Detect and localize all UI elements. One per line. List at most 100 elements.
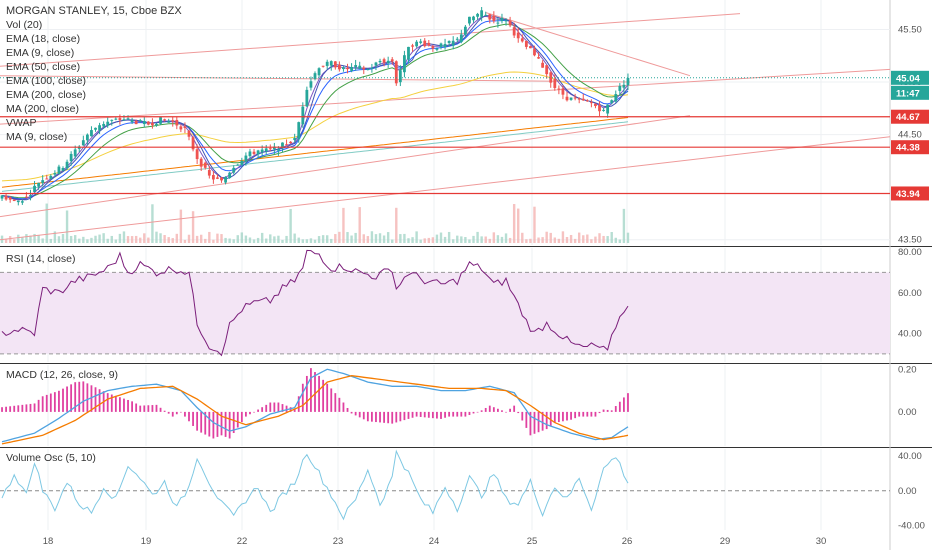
candle-body[interactable]: [281, 142, 284, 149]
candle-body[interactable]: [403, 55, 406, 73]
ma-200-line[interactable]: [1, 121, 629, 192]
candle-body[interactable]: [98, 125, 101, 131]
candle-body[interactable]: [305, 89, 309, 107]
candle-body[interactable]: [134, 120, 138, 125]
candle-body[interactable]: [451, 40, 455, 46]
candle-body[interactable]: [411, 45, 414, 47]
candle-body[interactable]: [20, 201, 24, 203]
candle-body[interactable]: [236, 164, 240, 166]
candle-body[interactable]: [415, 41, 419, 47]
ema-200-line[interactable]: [1, 117, 629, 188]
candle-body[interactable]: [606, 104, 610, 114]
candle-body[interactable]: [325, 61, 329, 66]
candle-body[interactable]: [337, 64, 341, 70]
candle-body[interactable]: [8, 197, 12, 200]
trend-line[interactable]: [0, 136, 891, 241]
candle-body[interactable]: [557, 88, 561, 90]
candle-body[interactable]: [480, 10, 484, 17]
candle-body[interactable]: [488, 14, 492, 20]
candle-body[interactable]: [553, 79, 557, 88]
candle-body[interactable]: [508, 20, 512, 26]
candle-body[interactable]: [61, 168, 65, 171]
trend-line[interactable]: [0, 68, 891, 125]
candle-body[interactable]: [504, 20, 508, 22]
candle-body[interactable]: [41, 180, 45, 183]
candle-body[interactable]: [577, 98, 581, 100]
candle-body[interactable]: [374, 62, 378, 66]
candle-body[interactable]: [216, 177, 219, 179]
candle-body[interactable]: [240, 160, 244, 165]
candle-body[interactable]: [0, 195, 4, 199]
candle-body[interactable]: [146, 121, 150, 125]
candle-body[interactable]: [589, 102, 593, 104]
candle-body[interactable]: [110, 119, 114, 121]
candle-body[interactable]: [248, 151, 252, 157]
candle-body[interactable]: [199, 158, 203, 167]
candle-body[interactable]: [102, 123, 106, 127]
candle-body[interactable]: [53, 173, 57, 175]
candle-body[interactable]: [220, 177, 223, 181]
candle-body[interactable]: [45, 178, 49, 180]
macd-signal-line[interactable]: [1, 375, 629, 445]
ema-18-line[interactable]: [1, 19, 629, 200]
candle-body[interactable]: [386, 60, 390, 64]
candle-body[interactable]: [195, 149, 199, 160]
candle-body[interactable]: [378, 60, 382, 63]
candle-body[interactable]: [260, 149, 264, 152]
candle-body[interactable]: [159, 117, 162, 124]
candle-body[interactable]: [252, 151, 256, 154]
candle-body[interactable]: [142, 121, 146, 125]
candle-body[interactable]: [468, 16, 471, 24]
candle-body[interactable]: [541, 62, 545, 68]
candle-body[interactable]: [118, 118, 122, 121]
candle-body[interactable]: [187, 130, 191, 137]
candle-body[interactable]: [500, 17, 504, 21]
candle-body[interactable]: [232, 167, 236, 173]
candle-body[interactable]: [94, 127, 97, 130]
candle-body[interactable]: [585, 100, 589, 102]
candle-body[interactable]: [224, 176, 227, 183]
candle-body[interactable]: [614, 94, 618, 102]
candle-body[interactable]: [179, 126, 183, 130]
candle-body[interactable]: [293, 138, 297, 140]
candle-body[interactable]: [228, 172, 232, 179]
candle-body[interactable]: [285, 144, 288, 146]
candle-body[interactable]: [4, 195, 8, 200]
candle-body[interactable]: [382, 59, 386, 63]
candle-body[interactable]: [573, 97, 577, 99]
candle-body[interactable]: [114, 118, 118, 120]
candle-body[interactable]: [362, 67, 366, 70]
candle-body[interactable]: [516, 32, 520, 39]
candle-body[interactable]: [122, 119, 126, 121]
candle-body[interactable]: [439, 43, 443, 47]
candle-body[interactable]: [618, 86, 622, 91]
candle-body[interactable]: [329, 61, 333, 66]
candle-body[interactable]: [581, 98, 585, 101]
candle-body[interactable]: [472, 16, 475, 21]
candle-body[interactable]: [81, 140, 85, 146]
candle-body[interactable]: [29, 195, 32, 197]
candle-body[interactable]: [138, 120, 142, 122]
candle-body[interactable]: [622, 84, 626, 88]
candle-body[interactable]: [598, 105, 601, 112]
candle-body[interactable]: [297, 122, 301, 139]
candle-body[interactable]: [317, 68, 321, 76]
candle-body[interactable]: [175, 119, 179, 126]
candle-body[interactable]: [520, 38, 524, 42]
candle-body[interactable]: [610, 100, 614, 103]
candle-body[interactable]: [207, 170, 211, 176]
candle-body[interactable]: [390, 59, 394, 62]
candle-body[interactable]: [155, 123, 158, 126]
candle-body[interactable]: [277, 149, 280, 151]
candle-body[interactable]: [25, 196, 28, 198]
candle-body[interactable]: [455, 38, 459, 40]
ma-9-line[interactable]: [1, 15, 629, 201]
candle-body[interactable]: [346, 67, 349, 70]
candle-body[interactable]: [167, 121, 171, 123]
candle-body[interactable]: [524, 40, 528, 47]
candle-body[interactable]: [492, 15, 496, 22]
candle-body[interactable]: [565, 96, 569, 101]
candle-body[interactable]: [268, 148, 272, 150]
candle-body[interactable]: [394, 61, 398, 84]
candle-body[interactable]: [354, 65, 358, 68]
